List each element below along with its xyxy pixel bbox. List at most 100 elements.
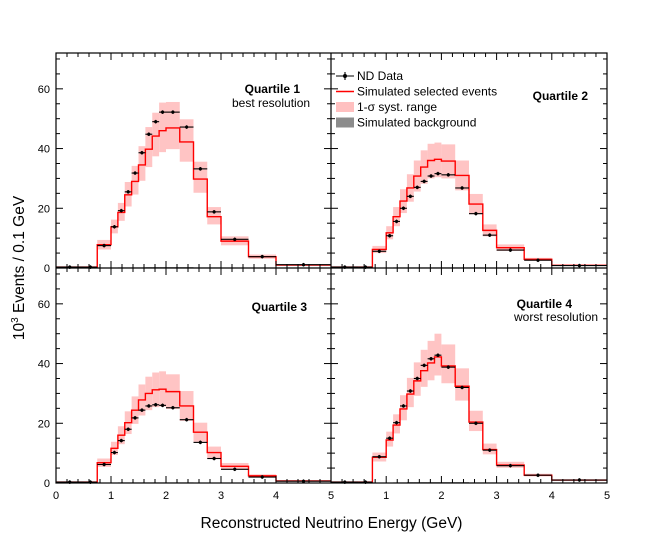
y-tick-label: 40 [38, 144, 50, 156]
data-point-marker [509, 464, 512, 467]
syst-band-bin [132, 166, 139, 195]
data-point-marker [154, 403, 157, 406]
data-point-marker [378, 250, 381, 253]
syst-band-bin [421, 350, 428, 387]
legend-label-syst: 1-σ syst. range [357, 100, 437, 114]
y-axis-title-base: 10 [11, 323, 28, 341]
data-point-marker [388, 234, 391, 237]
data-point-marker [436, 354, 439, 357]
x-tick-label: 2 [163, 490, 169, 502]
y-tick-label: 60 [38, 84, 50, 96]
data-point-marker [113, 225, 116, 228]
x-tick-label: 1 [108, 490, 114, 502]
y-tick-label: 20 [38, 203, 50, 215]
x-tick-label: 1 [383, 490, 389, 502]
data-point-marker [127, 428, 130, 431]
data-point-marker [488, 234, 491, 237]
panel-title-q2: Quartile 2 [533, 89, 589, 103]
data-point-marker [423, 364, 426, 367]
data-point-marker [161, 111, 164, 114]
data-point-marker [103, 244, 106, 247]
data-point-marker [140, 409, 143, 412]
syst-band-bin [159, 103, 166, 153]
legend-entry-bkg: Simulated background [336, 116, 476, 130]
panel-subtitle-q1: best resolution [232, 96, 310, 110]
data-point-marker [233, 468, 236, 471]
data-point-marker [147, 404, 150, 407]
data-point-marker [378, 455, 381, 458]
data-point-marker [133, 171, 136, 174]
data-point-marker [509, 248, 512, 251]
data-point-marker [402, 207, 405, 210]
y-tick-label: 60 [38, 299, 50, 311]
data-point-marker [261, 255, 264, 258]
x-tick-label: 3 [218, 490, 224, 502]
syst-band-bin [152, 113, 159, 157]
legend-label-data: ND Data [357, 69, 403, 83]
data-point-marker [488, 449, 491, 452]
data-point-marker [120, 439, 123, 442]
syst-band-bin [441, 344, 455, 383]
x-tick-label: 5 [604, 490, 610, 502]
data-point-marker [395, 421, 398, 424]
data-point-marker [416, 377, 419, 380]
x-tick-label: 5 [328, 490, 334, 502]
data-point-marker [185, 125, 188, 128]
data-point-marker [199, 167, 202, 170]
panel-title-q1: Quartile 1 [245, 82, 301, 96]
data-point-marker [199, 441, 202, 444]
x-tick-label: 0 [53, 490, 59, 502]
data-point-marker [171, 406, 174, 409]
x-axis-title: Reconstructed Neutrino Energy (GeV) [201, 515, 463, 532]
legend-marker-syst [336, 102, 354, 112]
legend-marker-bkg [336, 118, 354, 128]
data-point-marker [213, 457, 216, 460]
x-tick-label: 2 [438, 490, 444, 502]
data-point-marker [127, 190, 130, 193]
panel-title-q4: Quartile 4 [517, 297, 573, 311]
data-point-marker [536, 474, 539, 477]
y-tick-label: 0 [44, 478, 50, 490]
y-tick-label: 0 [44, 263, 50, 275]
data-point-marker [133, 416, 136, 419]
data-point-marker [402, 404, 405, 407]
data-point-marker [302, 263, 305, 266]
data-point-marker [140, 151, 143, 154]
data-point-marker [578, 478, 581, 481]
y-axis-title-rest: Events / 0.1 GeV [11, 195, 28, 317]
syst-band-bin [455, 368, 469, 400]
panel-subtitle-q4: worst resolution [513, 310, 598, 324]
data-point-marker [409, 389, 412, 392]
data-point-marker [388, 437, 391, 440]
data-point-marker [474, 212, 477, 215]
panel-title-q3: Quartile 3 [252, 300, 308, 314]
data-point-marker [233, 238, 236, 241]
data-point-marker [429, 174, 432, 177]
data-point-marker [536, 259, 539, 262]
data-point-marker [447, 173, 450, 176]
x-tick-label: 4 [549, 490, 555, 502]
legend-label-bkg: Simulated background [357, 116, 476, 130]
y-tick-label: 40 [38, 359, 50, 371]
data-point-marker [474, 422, 477, 425]
data-point-marker [154, 120, 157, 123]
data-point-marker [120, 209, 123, 212]
data-point-marker [213, 210, 216, 213]
data-point-marker [261, 475, 264, 478]
data-point-marker [113, 451, 116, 454]
data-point-marker [461, 186, 464, 189]
data-point-marker [416, 186, 419, 189]
data-point-marker [395, 220, 398, 223]
data-point-marker [436, 172, 439, 175]
x-tick-label: 3 [494, 490, 500, 502]
data-point-marker [461, 386, 464, 389]
legend-entry-mc: Simulated selected events [336, 85, 497, 99]
data-point-marker [423, 180, 426, 183]
legend-entry-syst: 1-σ syst. range [336, 100, 437, 114]
syst-band-bin [166, 102, 180, 149]
data-point-marker [302, 480, 305, 483]
legend-marker-data [343, 74, 347, 78]
data-point-marker [447, 366, 450, 369]
